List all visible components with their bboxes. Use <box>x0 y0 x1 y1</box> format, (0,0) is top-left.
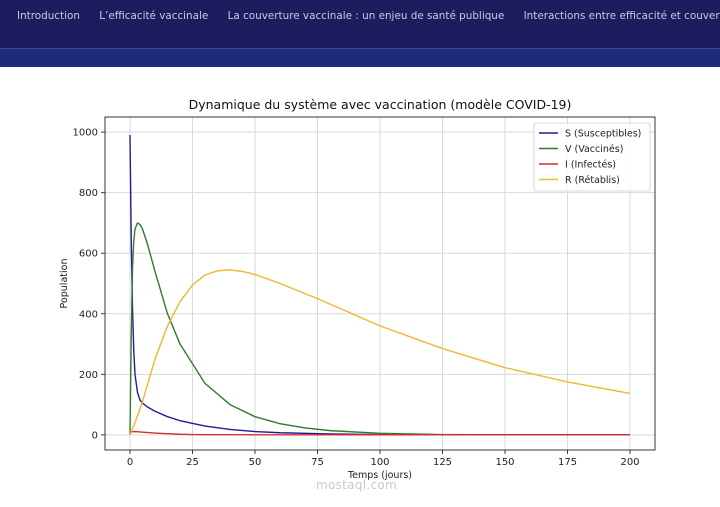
y-tick-label: 1000 <box>73 128 98 139</box>
y-tick-label: 0 <box>92 430 98 441</box>
x-tick-label: 25 <box>186 457 199 468</box>
x-tick-label: 175 <box>558 457 577 468</box>
series-line-1 <box>129 222 630 436</box>
nav-item-couverture[interactable]: La couverture vaccinale : un enjeu de sa… <box>227 10 505 22</box>
legend-label-1: V (Vaccinés) <box>565 144 623 155</box>
legend-box <box>533 122 651 192</box>
chart-title: Dynamique du système avec vaccination (m… <box>189 97 572 112</box>
x-tick-label: 200 <box>620 457 639 468</box>
legend-label-2: I (Infectés) <box>565 160 616 171</box>
legend-label-3: R (Rétablis) <box>565 175 620 186</box>
x-tick-label: 100 <box>370 457 389 468</box>
series-line-2 <box>129 430 630 436</box>
y-tick-label: 400 <box>79 309 98 320</box>
y-tick-label: 600 <box>79 249 98 260</box>
nav-item-interactions[interactable]: Interactions entre efficacité et couvert… <box>523 10 720 22</box>
chart-figure: Dynamique du système avec vaccination (m… <box>0 67 720 503</box>
nav-item-efficacite[interactable]: L’efficacité vaccinale <box>99 10 209 22</box>
y-tick-label: 200 <box>79 370 98 381</box>
y-axis-label: Population <box>59 259 70 309</box>
x-tick-label: 50 <box>249 457 262 468</box>
navigation-bar: Introduction L’efficacité vaccinale La c… <box>0 0 720 48</box>
x-tick-label: 75 <box>311 457 324 468</box>
watermark: mostaql.com <box>316 478 398 492</box>
line-chart: Dynamique du système avec vaccination (m… <box>59 97 656 481</box>
y-tick-label: 800 <box>79 188 98 199</box>
x-axis-label: Temps (jours) <box>347 470 412 481</box>
sub-navigation-bar <box>0 48 720 67</box>
nav-item-introduction[interactable]: Introduction <box>17 10 80 22</box>
x-tick-label: 150 <box>495 457 514 468</box>
series-line-3 <box>129 269 631 436</box>
legend-label-0: S (Susceptibles) <box>565 129 641 140</box>
x-tick-label: 0 <box>127 457 133 468</box>
section-nav: Introduction L’efficacité vaccinale La c… <box>0 10 720 22</box>
x-tick-label: 125 <box>433 457 452 468</box>
